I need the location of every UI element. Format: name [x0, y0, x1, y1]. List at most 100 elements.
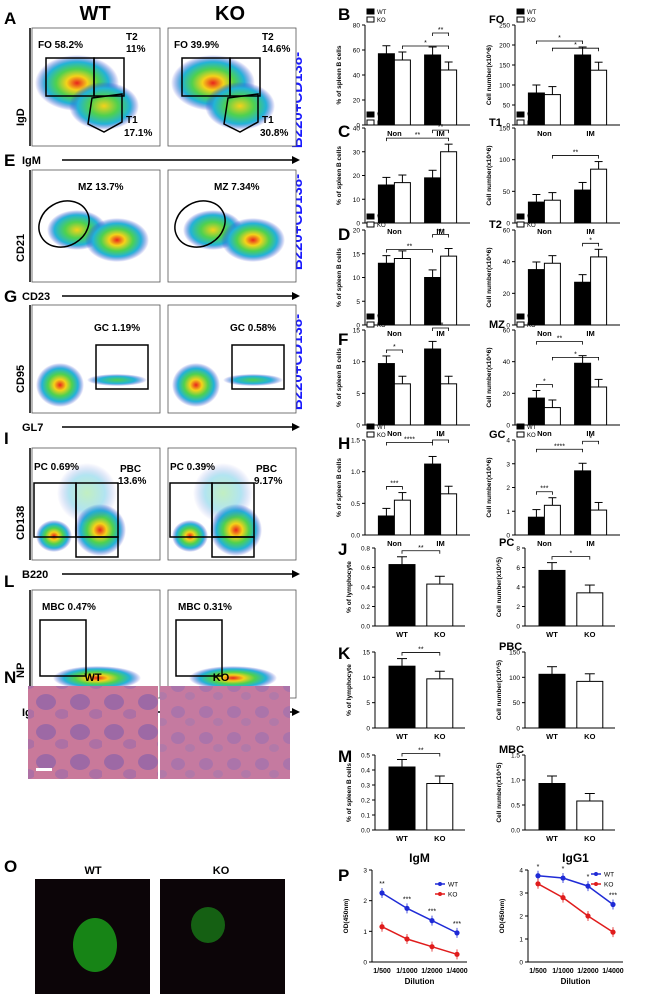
- gate-b-lower: [75, 536, 119, 558]
- legend-label-wt: WT: [377, 215, 387, 221]
- gate-label-pc: PC 0.69%: [34, 462, 79, 473]
- bar-wt: [527, 516, 545, 536]
- legend-marker-wt: [438, 882, 442, 886]
- y-tick-label: 0: [506, 323, 510, 330]
- gate-t1: [87, 93, 123, 133]
- gate-label-mbc: MBC 0.31%: [178, 602, 232, 613]
- y-tick-label: 0: [516, 726, 520, 733]
- y-tick-label: 3: [363, 868, 367, 875]
- panel-letter-g: G: [4, 287, 17, 306]
- significance-bracket: [432, 327, 449, 331]
- legend-label-wt: WT: [377, 315, 387, 321]
- y-tick-label: 0.2: [361, 604, 370, 611]
- x-tick-label: 1/2000: [577, 968, 599, 975]
- bar-ko: [393, 182, 411, 224]
- y-tick-label: 0: [366, 726, 370, 733]
- significance-bracket: [536, 448, 583, 453]
- panel-letter-m: M: [338, 747, 352, 766]
- bar-wt: [424, 177, 442, 224]
- significance-bracket: [432, 32, 449, 36]
- y-axis-label: Cell number(x10^6): [485, 45, 493, 105]
- bar-wt: [377, 515, 395, 536]
- significance-label: *: [570, 551, 573, 558]
- x-tick-label: Non: [387, 429, 402, 438]
- significance-label: **: [438, 27, 444, 34]
- significance-label: *: [589, 435, 592, 442]
- y-tick-label: 1: [519, 937, 523, 944]
- y-axis-label: Cell number(x10^6): [485, 145, 493, 205]
- panel-letter-l: L: [4, 572, 14, 591]
- gate-mbc: [175, 619, 223, 677]
- legend-label-wt: WT: [377, 425, 387, 431]
- legend-label-ko: KO: [377, 18, 386, 24]
- legend-marker-ko: [438, 892, 442, 896]
- significance-bracket: [386, 442, 433, 446]
- panel-letter-b: B: [338, 5, 350, 24]
- significance-label: ***: [390, 481, 398, 488]
- legend-swatch-ko: [516, 119, 525, 126]
- gate-label-pbc-value: 13.6%: [118, 476, 146, 487]
- y-tick-label: 0.1: [361, 813, 370, 820]
- bar-ko: [393, 59, 411, 126]
- legend-swatch-ko: [366, 321, 375, 328]
- significance-bracket: [552, 47, 599, 52]
- significance-label: *: [393, 344, 396, 351]
- bar-ko: [440, 69, 458, 126]
- significance-bracket: [432, 439, 449, 443]
- legend-swatch-ko: [516, 431, 525, 438]
- legend-label-ko: KO: [377, 323, 386, 329]
- legend-swatch-ko: [366, 16, 375, 23]
- y-axis-label: % of spleen B cells: [336, 146, 343, 205]
- y-tick-label: 10: [363, 675, 371, 682]
- y-tick-label: 0: [506, 123, 510, 130]
- bar-wt: [424, 277, 442, 326]
- significance-bracket: [386, 349, 403, 353]
- bar-wt: [388, 766, 416, 831]
- panel-letter-d: D: [338, 225, 350, 244]
- y-tick-label: 40: [353, 126, 361, 133]
- legend-label-wt: WT: [377, 113, 387, 119]
- y-tick-label: 0.4: [361, 768, 370, 775]
- y-axis-label: Cell number(x10^6): [485, 347, 493, 407]
- legend-swatch-wt: [516, 8, 525, 15]
- x-tick-label: IM: [436, 329, 444, 338]
- x-tick-label: KO: [434, 630, 445, 639]
- bar-wt: [574, 189, 592, 224]
- chart-title: MBC: [499, 744, 524, 756]
- y-tick-label: 0.3: [361, 783, 370, 790]
- x-axis-arrowhead: [292, 292, 300, 300]
- legend-label-wt: WT: [448, 882, 458, 889]
- y-tick-label: 0.5: [351, 501, 360, 508]
- chart-title: MZ: [489, 319, 505, 331]
- legend-label-wt: WT: [527, 215, 537, 221]
- y-tick-label: 60: [353, 48, 361, 55]
- significance-bracket: [552, 155, 599, 159]
- legend-label-wt: WT: [527, 425, 537, 431]
- gate-label-fo: FO 39.9%: [174, 40, 219, 51]
- chart-title: T2: [489, 219, 502, 231]
- significance-bracket: [552, 357, 599, 361]
- bar-ko: [590, 256, 608, 326]
- y-tick-label: 5: [366, 700, 370, 707]
- flow-xlabel: IgM: [22, 155, 41, 167]
- bar-wt: [424, 54, 442, 126]
- y-axis-label: % of spleen B cells: [346, 763, 353, 822]
- fluorescence-image-ko: [160, 879, 285, 994]
- gate-label-t2-value: 14.6%: [262, 44, 290, 55]
- significance-label: **: [415, 132, 421, 139]
- y-tick-label: 0.5: [511, 803, 520, 810]
- legend-label-ko: KO: [527, 323, 536, 329]
- x-tick-label: Non: [537, 227, 552, 236]
- legend-label-ko: KO: [604, 882, 613, 889]
- significance-label: *: [537, 864, 540, 871]
- legend-label-ko: KO: [448, 892, 457, 899]
- gate-label-mz: MZ 13.7%: [78, 182, 124, 193]
- legend-label-ko: KO: [377, 433, 386, 439]
- density-cloud: [172, 363, 220, 407]
- legend-label-ko: KO: [527, 18, 536, 24]
- gate-mz: [174, 200, 226, 248]
- x-tick-label: WT: [396, 834, 408, 843]
- significance-label: ***: [437, 229, 445, 236]
- bar-wt: [377, 363, 395, 426]
